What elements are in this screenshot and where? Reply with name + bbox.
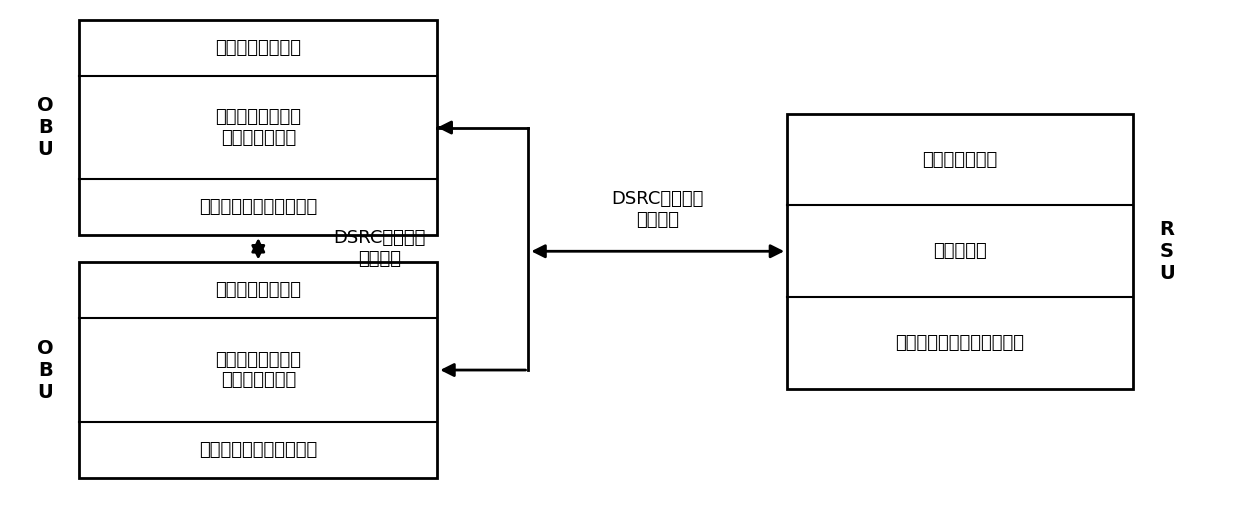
Text: 车辆行驶安全状态
及环境感知技术: 车辆行驶安全状态 及环境感知技术 bbox=[216, 350, 301, 389]
Text: 车辆精确定位技术: 车辆精确定位技术 bbox=[216, 281, 301, 299]
Text: DSRC无线传输
车路通信: DSRC无线传输 车路通信 bbox=[612, 190, 704, 229]
Text: R
S
U: R S U bbox=[1160, 220, 1175, 283]
Text: 通信子系统: 通信子系统 bbox=[933, 242, 987, 261]
Text: O
B
U: O B U bbox=[37, 96, 53, 159]
Text: DSRC无线传输
车车通信: DSRC无线传输 车车通信 bbox=[333, 229, 426, 268]
Bar bbox=[79, 20, 437, 235]
Text: 信息采集子系统: 信息采集子系统 bbox=[923, 150, 997, 169]
Text: O
B
U: O B U bbox=[37, 338, 53, 401]
Text: 车辆行驶安全状态
及环境感知技术: 车辆行驶安全状态 及环境感知技术 bbox=[216, 108, 301, 147]
Text: 车辆精确定位技术: 车辆精确定位技术 bbox=[216, 39, 301, 57]
Text: 车载一体化系统集成技术: 车载一体化系统集成技术 bbox=[199, 198, 317, 216]
Text: 交通控制及信息发布子系统: 交通控制及信息发布子系统 bbox=[896, 334, 1025, 352]
Bar bbox=[79, 263, 437, 478]
Text: 车载一体化系统集成技术: 车载一体化系统集成技术 bbox=[199, 441, 317, 459]
Bar bbox=[787, 114, 1134, 389]
